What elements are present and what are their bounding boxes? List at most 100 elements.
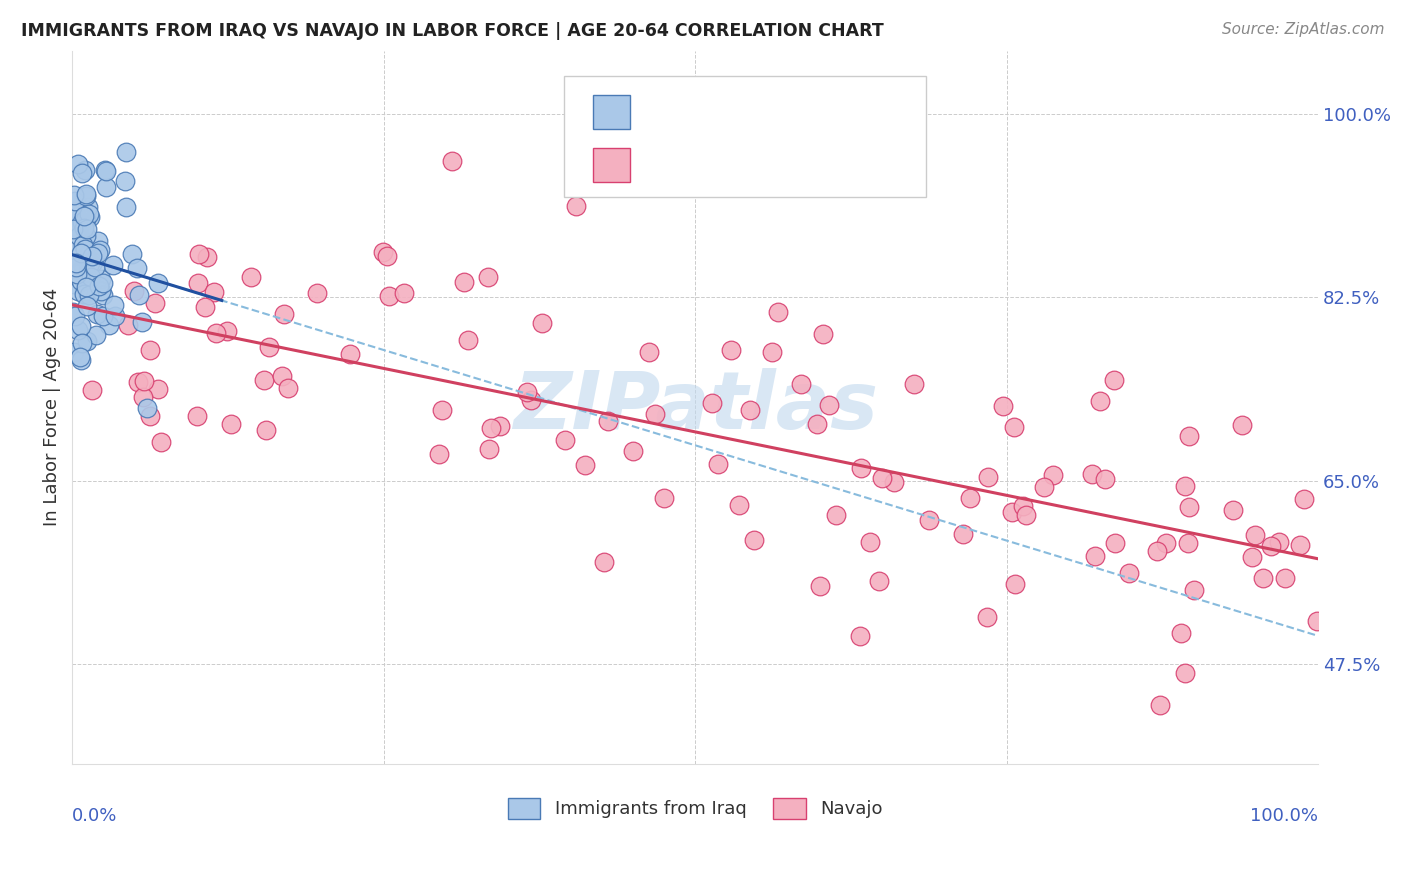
Point [69,318,91,333]
Point [121,247,143,261]
Point [1268,535,1291,549]
Point [790,376,813,391]
Point [89,243,111,257]
Point [73,286,96,301]
Point [849,629,872,643]
Point [76,334,98,349]
Point [808,580,831,594]
Point [373,245,395,260]
Point [479,420,502,434]
Point [103,298,125,312]
Point [114,174,136,188]
Point [489,419,512,434]
Point [72,237,94,252]
Point [65,309,87,323]
Point [761,344,783,359]
Point [94,163,117,178]
Point [1012,499,1035,513]
Point [66,267,89,281]
Point [851,460,873,475]
Text: 0.0%: 0.0% [72,806,118,824]
Point [257,340,280,354]
Point [1146,544,1168,558]
Point [1033,480,1056,494]
Point [138,409,160,424]
Point [1002,420,1025,434]
Point [87,279,110,293]
Point [766,305,789,319]
Point [1294,491,1316,506]
Point [69,229,91,244]
Point [132,374,155,388]
Point [86,307,108,321]
Point [90,272,112,286]
Point [818,398,841,412]
Point [83,260,105,275]
Point [186,409,208,424]
Point [1081,467,1104,481]
Point [77,272,100,286]
Point [1306,614,1329,628]
Point [91,277,114,291]
Point [1177,535,1199,549]
Point [75,211,97,226]
Point [79,210,101,224]
Point [80,383,103,397]
Point [1170,626,1192,640]
Point [339,347,361,361]
Point [149,434,172,449]
Point [76,284,98,298]
Point [1102,373,1125,387]
Point [96,180,118,194]
Point [146,276,169,290]
Point [66,157,89,171]
Text: IMMIGRANTS FROM IRAQ VS NAVAJO IN LABOR FORCE | AGE 20-64 CORRELATION CHART: IMMIGRANTS FROM IRAQ VS NAVAJO IN LABOR … [21,22,884,40]
Point [72,260,94,274]
Point [1042,468,1064,483]
Point [1001,505,1024,519]
Point [79,256,101,270]
Point [638,344,661,359]
Point [1004,576,1026,591]
Point [75,249,97,263]
Point [883,475,905,490]
Point [429,447,451,461]
Point [1222,503,1244,517]
FancyBboxPatch shape [593,95,630,129]
Point [392,285,415,300]
Text: R =: R = [650,159,688,178]
Point [1104,535,1126,549]
Point [73,212,96,227]
Point [62,277,84,291]
Point [253,373,276,387]
Text: 100.0%: 100.0% [1250,806,1319,824]
Point [117,318,139,333]
Point [94,163,117,178]
Point [136,401,159,415]
Point [918,512,941,526]
Point [565,199,588,213]
Point [62,203,84,218]
Point [69,352,91,367]
Point [1289,538,1312,552]
Point [952,526,974,541]
Point [644,407,666,421]
Point [217,324,239,338]
Point [273,307,295,321]
Point [194,301,217,315]
Point [76,222,98,236]
Point [720,343,742,357]
FancyBboxPatch shape [593,148,630,182]
Point [127,260,149,275]
Point [69,274,91,288]
Point [305,285,328,300]
Point [195,250,218,264]
Point [1230,418,1253,433]
Point [1182,582,1205,597]
Point [1015,508,1038,523]
Point [1178,429,1201,443]
Point [131,315,153,329]
Point [73,209,96,223]
Point [240,269,263,284]
Point [254,423,277,437]
